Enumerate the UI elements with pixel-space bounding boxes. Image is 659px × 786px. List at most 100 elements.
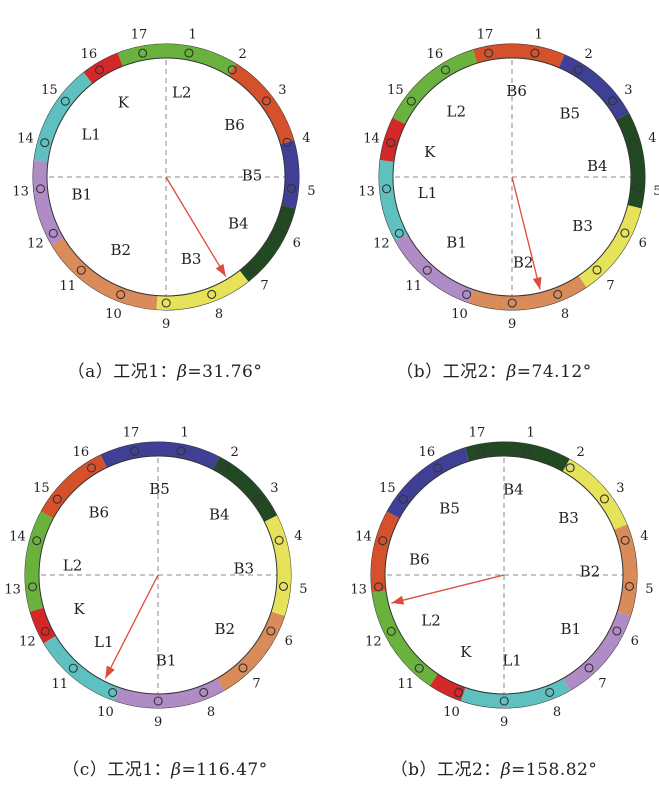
node-marker (632, 183, 643, 193)
node-number: 13 (4, 583, 21, 598)
node-marker (386, 138, 396, 148)
ring-segment (395, 233, 474, 303)
caption-d-value: =158.82° (511, 760, 598, 780)
ring-outline-inner (384, 455, 624, 695)
ring-segment (460, 678, 570, 708)
node-number: 2 (577, 445, 585, 460)
caption-c-beta: β (171, 760, 182, 780)
node-marker (40, 138, 50, 148)
node-marker (599, 494, 609, 504)
segment-label: K (73, 600, 85, 618)
segment-label: B2 (580, 563, 601, 581)
caption-b-prefix: （b）工况2： (396, 362, 507, 382)
node-marker (184, 48, 194, 58)
node-number: 10 (443, 705, 460, 720)
node-marker (406, 96, 416, 106)
node-number: 15 (379, 481, 396, 496)
caption-c-value: =116.47° (181, 760, 268, 780)
node-marker (620, 535, 630, 545)
node-marker (36, 184, 46, 194)
node-marker (219, 463, 229, 473)
node-number: 8 (553, 705, 561, 720)
node-number: 11 (398, 677, 415, 692)
ring-segment (380, 117, 406, 163)
node-number: 3 (270, 481, 278, 496)
node-number: 10 (97, 705, 114, 720)
node-number: 5 (307, 184, 315, 199)
ring-segment (51, 237, 158, 310)
node-marker (278, 581, 289, 591)
node-number: 7 (260, 279, 268, 294)
node-marker (52, 494, 62, 504)
segment-label: L2 (421, 611, 441, 629)
node-number: 16 (81, 47, 98, 62)
node-number: 8 (561, 307, 569, 322)
node-marker (138, 48, 148, 58)
ring-segment (379, 160, 408, 241)
ring-panel-3: B5B4B3B2B1L1KL2B612345678910111213141516… (4, 425, 307, 730)
segment-label: B5 (560, 104, 581, 122)
node-marker (274, 228, 284, 238)
segment-label: B1 (446, 234, 467, 252)
segment-label: L2 (172, 83, 192, 101)
node-number: 13 (358, 185, 375, 200)
ring-outline-inner (46, 57, 286, 297)
caption-a: （a）工况1：β=31.76° (0, 357, 330, 382)
node-marker (440, 65, 451, 75)
node-marker (612, 626, 622, 636)
segment-label: B4 (209, 506, 230, 524)
node-number: 6 (639, 236, 647, 251)
segment-label: B6 (224, 116, 245, 134)
ring-segment (114, 678, 224, 708)
node-number: 16 (73, 445, 90, 460)
ring-outline-inner (392, 57, 632, 297)
node-marker (530, 48, 540, 58)
node-marker (454, 688, 464, 698)
ring-segment (33, 160, 64, 246)
node-number: 2 (239, 47, 247, 62)
node-marker (60, 96, 70, 106)
segment-label: K (118, 93, 130, 111)
node-number: 1 (180, 425, 188, 440)
segment-label: B1 (156, 652, 177, 670)
node-marker (553, 289, 563, 299)
node-number: 14 (9, 529, 26, 544)
node-number: 6 (285, 634, 293, 649)
caption-d: （b）工况2：β=158.82° (329, 755, 659, 780)
node-number: 1 (188, 27, 196, 42)
node-number: 7 (598, 677, 606, 692)
segment-label: B2 (513, 253, 534, 271)
segment-label: B6 (89, 504, 110, 522)
node-marker (48, 228, 58, 238)
ring-segment (30, 607, 56, 644)
node-marker (40, 626, 50, 636)
node-number: 15 (33, 481, 50, 496)
node-number: 1 (526, 425, 534, 440)
node-number: 14 (355, 529, 372, 544)
node-number: 3 (616, 481, 624, 496)
ring-segment (578, 204, 642, 288)
node-marker (253, 494, 263, 504)
node-marker (624, 581, 635, 591)
node-marker (476, 446, 486, 456)
k-arrow-head (105, 665, 115, 679)
ring-segment (468, 275, 587, 310)
node-marker (507, 298, 517, 308)
ring-segment (280, 140, 299, 209)
ring-segment (562, 611, 631, 691)
node-marker (378, 536, 388, 546)
caption-a-beta: β (177, 362, 188, 382)
node-marker (398, 494, 408, 504)
segment-label: B3 (558, 509, 579, 527)
ring-segment (562, 459, 628, 530)
node-number: 8 (207, 705, 215, 720)
ring-segment (212, 456, 277, 522)
node-number: 5 (653, 184, 659, 199)
segment-label: B5 (242, 166, 263, 184)
node-marker (620, 228, 630, 238)
node-marker (484, 48, 494, 58)
node-marker (266, 626, 276, 636)
node-marker (32, 536, 42, 546)
node-number: 2 (585, 47, 593, 62)
node-marker (227, 65, 237, 75)
